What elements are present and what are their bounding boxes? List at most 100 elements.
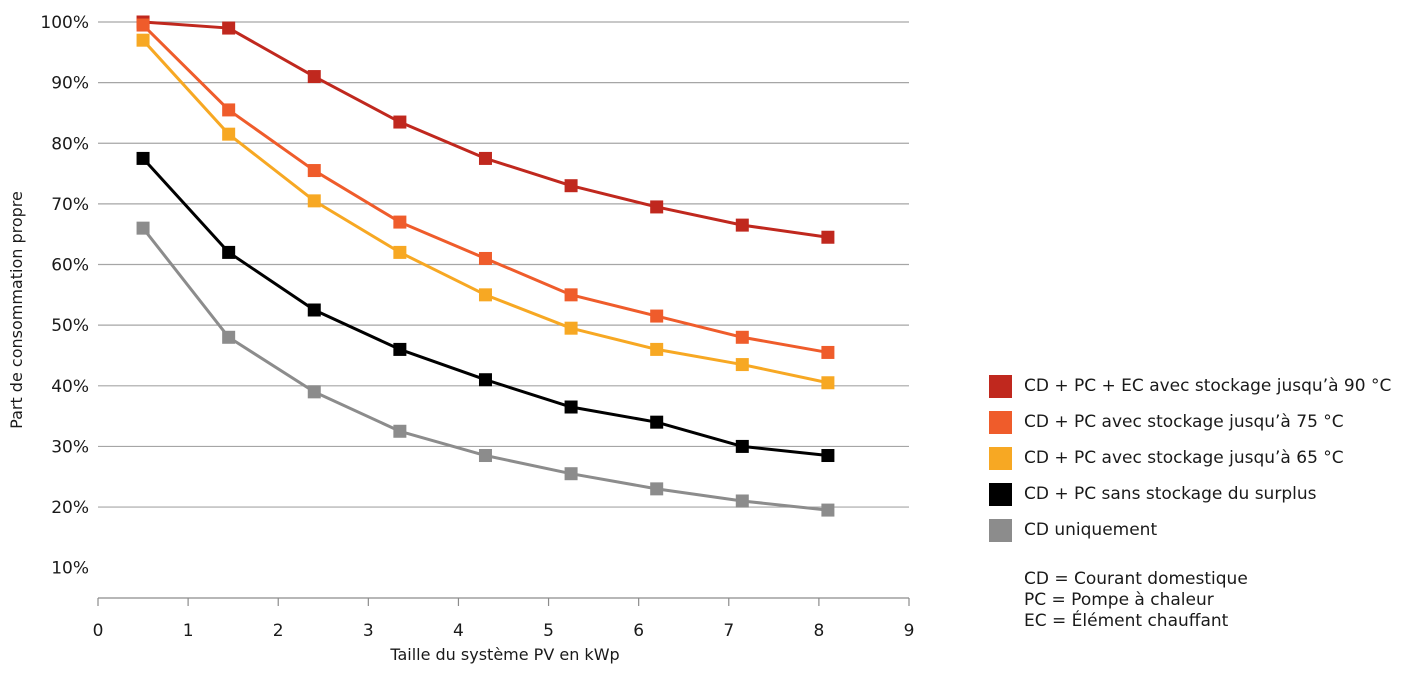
y-tick-label: 10% — [51, 559, 89, 579]
data-point — [735, 439, 749, 453]
data-point — [478, 373, 492, 387]
data-point — [136, 18, 150, 32]
series-line — [141, 157, 829, 458]
abbreviation-note: CD = Courant domestique — [1024, 569, 1248, 589]
legend-swatch — [989, 518, 1012, 542]
y-tick-label: 50% — [51, 316, 89, 336]
data-point — [735, 358, 749, 372]
y-tick-label: 70% — [51, 195, 89, 215]
data-point — [564, 400, 578, 414]
data-point — [222, 21, 236, 35]
data-point — [393, 424, 407, 438]
data-point — [821, 503, 835, 517]
series-lines — [136, 15, 835, 517]
legend-swatch — [989, 446, 1012, 470]
legend-item: CD + PC avec stockage jusqu’à 75 °C — [989, 404, 1391, 440]
abbreviation-note: PC = Pompe à chaleur — [1024, 590, 1214, 610]
data-point — [821, 345, 835, 359]
data-point — [222, 103, 236, 117]
legend-item: CD + PC avec stockage jusqu’à 65 °C — [989, 440, 1391, 476]
series-line — [141, 39, 829, 385]
data-point — [564, 467, 578, 481]
y-tick-label: 40% — [51, 377, 89, 397]
y-axis-ticks: 10% 20% 30% 40% 50% 60% 70% 80% 90% 100% — [40, 13, 89, 579]
data-point — [307, 70, 321, 84]
data-point — [478, 449, 492, 463]
data-point — [136, 151, 150, 165]
data-point — [564, 321, 578, 335]
data-point — [307, 303, 321, 317]
data-point — [650, 415, 664, 429]
legend-swatch — [989, 374, 1012, 398]
x-tick-label: 1 — [183, 621, 194, 641]
x-axis: 0 1 2 3 4 5 6 7 8 9 — [93, 597, 915, 641]
data-point — [393, 342, 407, 356]
data-point — [821, 449, 835, 463]
y-tick-label: 80% — [51, 134, 89, 154]
data-point — [735, 218, 749, 232]
x-tick-label: 2 — [273, 621, 284, 641]
data-point — [564, 179, 578, 193]
series-1 — [136, 15, 835, 244]
series-2 — [136, 18, 835, 359]
data-point — [307, 164, 321, 178]
data-point — [564, 288, 578, 302]
data-point — [478, 288, 492, 302]
series-5 — [136, 221, 835, 517]
x-tick-label: 3 — [363, 621, 374, 641]
data-point — [393, 245, 407, 259]
data-point — [735, 330, 749, 344]
legend-item: CD + PC + EC avec stockage jusqu’à 90 °C — [989, 368, 1391, 404]
data-point — [821, 376, 835, 390]
data-point — [650, 482, 664, 496]
y-tick-label: 100% — [40, 13, 89, 33]
data-point — [136, 221, 150, 235]
abbreviation-notes: CD = Courant domestique PC = Pompe à chal… — [1024, 569, 1248, 632]
x-tick-label: 4 — [453, 621, 464, 641]
data-point — [136, 33, 150, 47]
y-axis-label: Part de consommation propre — [7, 191, 26, 429]
data-point — [307, 194, 321, 208]
x-tick-label: 6 — [633, 621, 644, 641]
data-point — [307, 385, 321, 399]
data-point — [821, 230, 835, 244]
legend-swatch — [989, 410, 1012, 434]
x-axis-label: Taille du système PV en kWp — [389, 645, 619, 664]
series-line — [141, 227, 829, 512]
data-point — [650, 200, 664, 214]
x-tick-label: 8 — [813, 621, 824, 641]
chart-legend: CD + PC + EC avec stockage jusqu’à 90 °C… — [989, 368, 1391, 548]
legend-label: CD + PC avec stockage jusqu’à 65 °C — [1024, 448, 1344, 468]
data-point — [393, 115, 407, 129]
legend-label: CD + PC avec stockage jusqu’à 75 °C — [1024, 412, 1344, 432]
legend-label: CD uniquement — [1024, 520, 1158, 540]
x-tick-label: 5 — [543, 621, 554, 641]
x-tick-label: 0 — [93, 621, 104, 641]
legend-label: CD + PC sans stockage du surplus — [1024, 484, 1317, 504]
legend-item: CD uniquement — [989, 512, 1391, 548]
y-tick-label: 60% — [51, 256, 89, 276]
series-line — [142, 20, 829, 239]
data-point — [222, 127, 236, 141]
data-point — [478, 251, 492, 265]
data-point — [478, 151, 492, 165]
series-line — [141, 23, 829, 354]
data-point — [650, 342, 664, 356]
data-point — [393, 215, 407, 229]
series-3 — [136, 33, 835, 390]
y-tick-label: 90% — [51, 74, 89, 94]
y-tick-label: 30% — [51, 437, 89, 457]
legend-item: CD + PC sans stockage du surplus — [989, 476, 1391, 512]
x-tick-label: 9 — [904, 621, 915, 641]
data-point — [222, 245, 236, 259]
abbreviation-note: EC = Élément chauffant — [1024, 611, 1229, 631]
legend-label: CD + PC + EC avec stockage jusqu’à 90 °C — [1024, 376, 1392, 396]
series-4 — [136, 151, 835, 463]
data-point — [222, 330, 236, 344]
data-point — [735, 494, 749, 508]
data-point — [650, 309, 664, 323]
y-tick-label: 20% — [51, 498, 89, 518]
x-tick-label: 7 — [723, 621, 734, 641]
legend-swatch — [989, 482, 1012, 506]
